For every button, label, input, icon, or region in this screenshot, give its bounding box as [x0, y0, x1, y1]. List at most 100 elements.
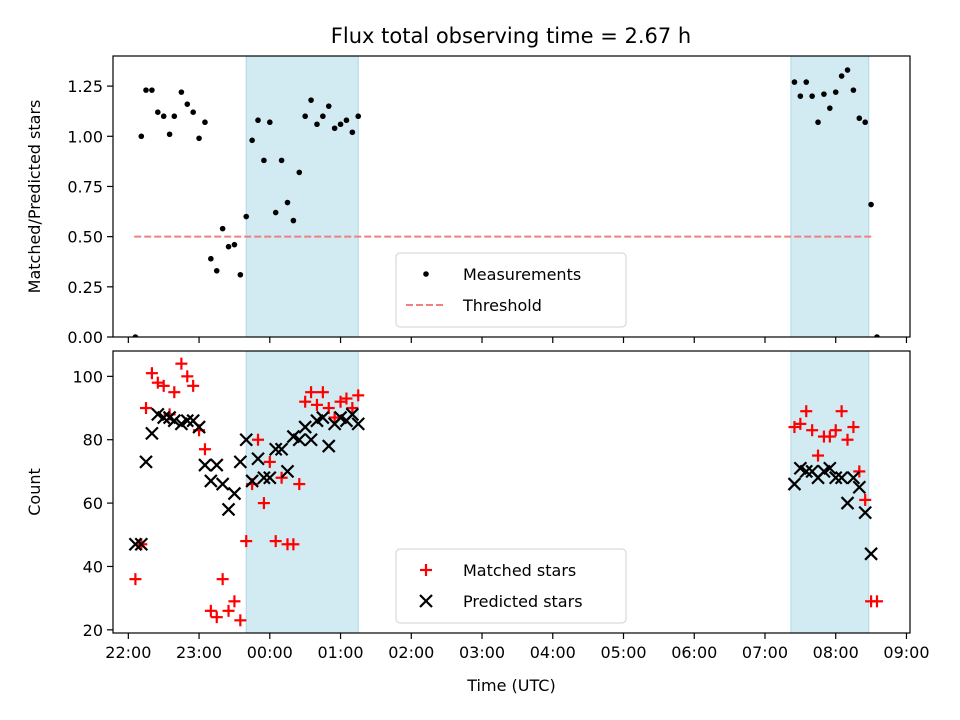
predicted-star-point	[274, 442, 289, 457]
measurement-point	[302, 113, 308, 120]
measurement-point	[132, 334, 139, 337]
y-tick-label: 100	[72, 367, 103, 386]
measurement-point	[138, 133, 145, 140]
measurement-point	[284, 199, 291, 206]
predicted-star-point	[257, 470, 271, 485]
measurement-point	[225, 243, 232, 250]
measurement-point	[331, 125, 338, 132]
predicted-star-point	[268, 442, 283, 457]
measurement-point	[844, 67, 851, 73]
measurement-point	[272, 209, 279, 216]
predicted-star-point	[180, 413, 195, 428]
measurement-point	[249, 137, 255, 144]
y-tick-label: 0.50	[67, 228, 103, 247]
x-tick-label: 09:00	[883, 643, 929, 662]
measurement-point	[202, 119, 208, 126]
matched-star-point	[140, 402, 153, 415]
y-tick-label: 0.00	[67, 328, 103, 347]
predicted-star-point	[858, 505, 872, 520]
matched-star-point	[794, 417, 807, 430]
predicted-star-point	[204, 474, 218, 488]
matched-star-point	[352, 389, 365, 402]
predicted-star-point	[134, 537, 149, 552]
matched-star-point	[204, 604, 217, 617]
matched-star-point	[187, 379, 200, 392]
predicted-star-point	[280, 464, 295, 479]
predicted-star-point	[198, 458, 212, 472]
predicted-star-point	[245, 474, 259, 488]
x-tick-label: 03:00	[459, 643, 505, 662]
matched-star-point	[263, 455, 276, 468]
predicted-star-point	[834, 470, 849, 485]
legend: Matched stars Predicted stars	[395, 548, 627, 624]
matched-star-point	[823, 430, 836, 443]
measurement-point	[155, 109, 161, 115]
predicted-star-point	[128, 537, 143, 552]
predicted-star-point	[233, 455, 248, 469]
measurement-point	[803, 79, 810, 85]
measurement-point	[208, 255, 214, 262]
measurement-point	[809, 93, 815, 99]
measurement-point	[856, 115, 863, 122]
matched-star-point	[240, 535, 253, 548]
matched-star-point	[859, 493, 872, 506]
matched-star-point	[287, 538, 300, 551]
matched-star-point	[310, 398, 323, 411]
y-axis-label: Matched/Predicted stars	[25, 100, 44, 294]
measurement-point	[797, 93, 804, 99]
axes-frame	[112, 350, 911, 634]
measurement-point	[868, 201, 874, 208]
measurement-point	[190, 109, 196, 115]
predicted-star-point	[852, 480, 867, 495]
matched-star-point	[275, 471, 288, 484]
x-tick-label: 00:00	[247, 643, 293, 662]
legend-marker-measurements	[423, 271, 429, 277]
x-tick-label: 01:00	[317, 643, 363, 662]
matched-star-point	[806, 424, 819, 437]
measurement-point	[838, 73, 845, 79]
legend-marker-matched	[420, 564, 432, 576]
predicted-star-point	[864, 547, 878, 561]
measurement-point	[219, 225, 226, 232]
measurement-point	[827, 105, 833, 111]
predicted-star-point	[192, 420, 206, 434]
measurement-point	[314, 121, 320, 128]
measurement-point	[149, 87, 155, 93]
x-axis-label: Time (UTC)	[466, 676, 555, 695]
predicted-star-point	[316, 410, 330, 425]
x-tick-label: 22:00	[105, 643, 151, 662]
matched-star-point	[847, 421, 860, 434]
legend-label: Predicted stars	[463, 592, 583, 611]
measurement-point	[160, 113, 167, 120]
legend-label: Matched stars	[463, 561, 576, 580]
matched-star-point	[316, 386, 329, 399]
matched-star-point	[210, 611, 223, 624]
measurement-point	[261, 157, 267, 164]
matched-star-point	[853, 465, 866, 478]
measurement-point	[343, 117, 350, 124]
measurement-point	[278, 157, 285, 164]
x-tick-label: 07:00	[742, 643, 788, 662]
plot-area	[132, 56, 880, 337]
measurement-point	[196, 135, 202, 142]
measurement-point	[349, 129, 356, 136]
measurement-point	[874, 334, 880, 337]
measurement-point	[325, 103, 332, 109]
ratio-panel: 0.00 0.25 0.50 0.75 1.00 1.25 Matched/Predicte…	[25, 55, 911, 347]
matched-star-point	[299, 395, 312, 408]
measurement-point	[290, 217, 297, 224]
predicted-star-point	[167, 413, 182, 428]
matched-star-point	[234, 614, 247, 627]
matched-star-point	[293, 478, 306, 491]
predicted-star-point	[298, 420, 312, 434]
legend-label: Threshold	[462, 296, 542, 315]
y-tick-label: 0.75	[67, 177, 103, 196]
predicted-star-point	[345, 407, 360, 422]
predicted-star-point	[846, 470, 861, 485]
x-tick-label: 08:00	[813, 643, 859, 662]
matched-star-point	[800, 405, 813, 418]
matched-star-point	[870, 595, 883, 608]
predicted-star-point	[840, 496, 855, 510]
matched-star-point	[305, 386, 318, 399]
measurement-point	[213, 267, 220, 274]
